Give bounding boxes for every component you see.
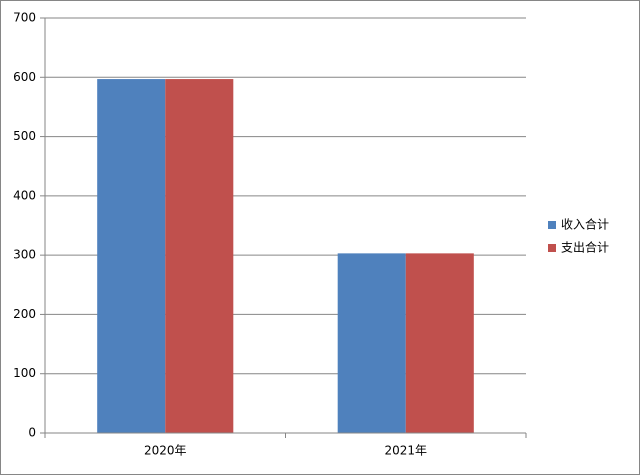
y-tick-label: 100: [13, 366, 36, 380]
legend-label: 收入合计: [561, 217, 609, 232]
x-tick-label: 2021年: [384, 444, 427, 458]
x-tick-label: 2020年: [144, 444, 187, 458]
y-tick-label: 500: [13, 129, 36, 143]
y-tick-label: 200: [13, 307, 36, 321]
y-tick-label: 700: [13, 11, 36, 25]
y-tick-label: 300: [13, 248, 36, 262]
y-tick-label: 0: [28, 426, 36, 440]
bar: [405, 253, 474, 433]
bar: [337, 253, 406, 433]
bar: [165, 79, 234, 434]
y-tick-label: 400: [13, 188, 36, 202]
y-tick-label: 600: [13, 70, 36, 84]
legend-swatch: [548, 221, 556, 229]
bar: [97, 79, 166, 434]
legend-label: 支出合计: [561, 240, 609, 255]
legend-swatch: [548, 244, 556, 252]
